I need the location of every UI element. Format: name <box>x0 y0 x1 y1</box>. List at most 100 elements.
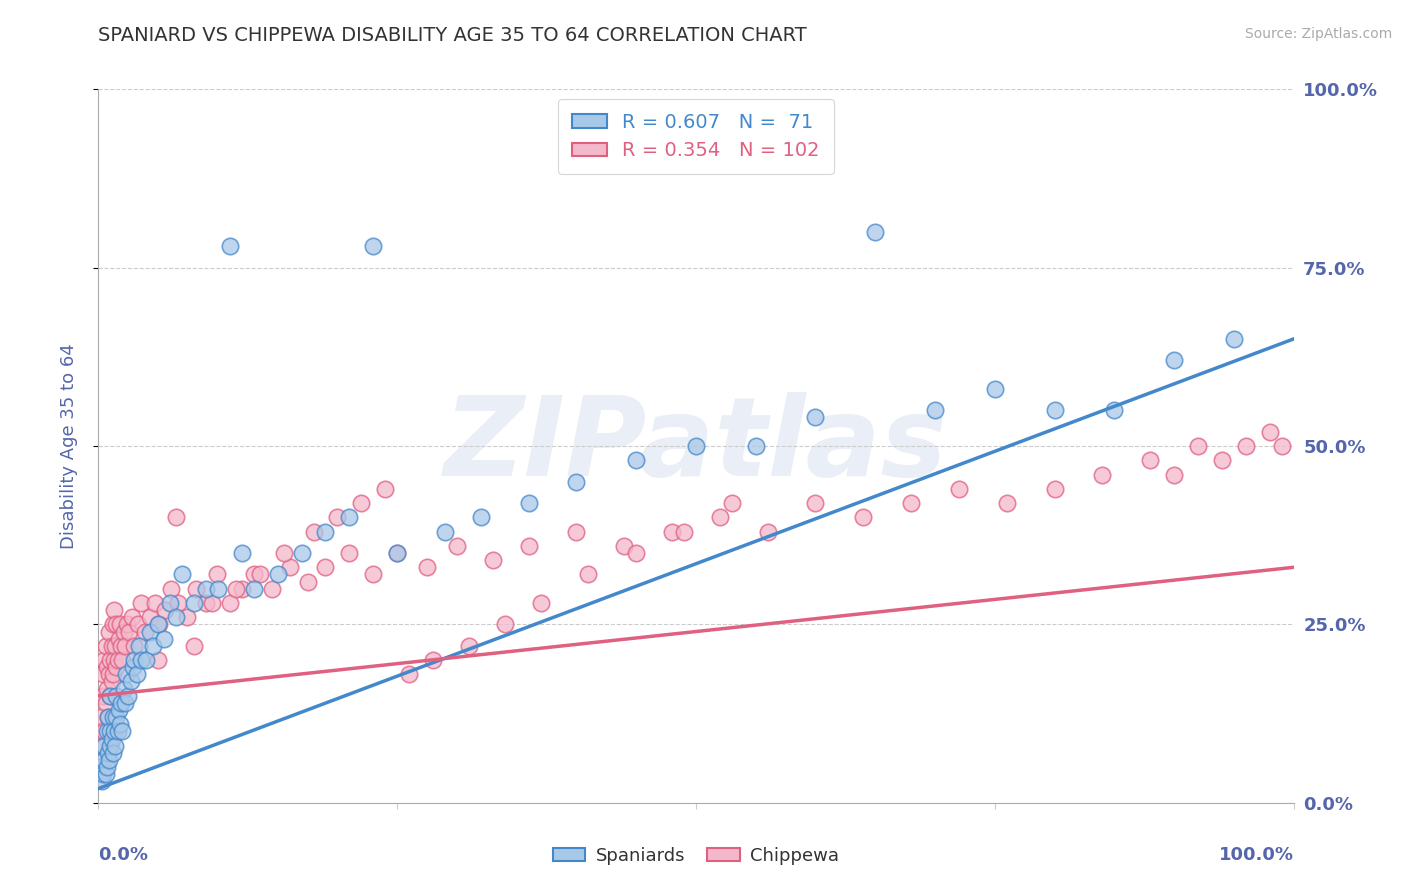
Point <box>98 689 122 703</box>
Point <box>756 524 779 539</box>
Point <box>278 560 301 574</box>
Point <box>148 617 170 632</box>
Point <box>114 696 136 710</box>
Point <box>131 653 153 667</box>
Point <box>302 524 325 539</box>
Point <box>243 582 266 596</box>
Point <box>153 632 176 646</box>
Point <box>107 724 129 739</box>
Point <box>101 746 124 760</box>
Point <box>120 674 142 689</box>
Point <box>613 539 636 553</box>
Point <box>114 639 136 653</box>
Point <box>1163 467 1185 482</box>
Text: Source: ZipAtlas.com: Source: ZipAtlas.com <box>1244 27 1392 41</box>
Point <box>1139 453 1161 467</box>
Point <box>673 524 696 539</box>
Point <box>108 717 131 731</box>
Point <box>219 239 242 253</box>
Point <box>1163 353 1185 368</box>
Point <box>97 710 120 724</box>
Point <box>103 653 125 667</box>
Point <box>458 639 481 653</box>
Point <box>94 639 117 653</box>
Point <box>721 496 744 510</box>
Point <box>1211 453 1233 467</box>
Point <box>1043 403 1066 417</box>
Point <box>626 546 648 560</box>
Point <box>225 582 247 596</box>
Point <box>107 703 129 717</box>
Point <box>91 774 114 789</box>
Point <box>91 689 114 703</box>
Text: 0.0%: 0.0% <box>98 846 149 863</box>
Point <box>105 689 128 703</box>
Point <box>90 760 112 774</box>
Point <box>112 681 135 696</box>
Point <box>363 239 385 253</box>
Point <box>98 667 121 681</box>
Point <box>115 667 138 681</box>
Point <box>219 596 242 610</box>
Point <box>97 746 120 760</box>
Point <box>804 410 827 425</box>
Point <box>90 710 112 724</box>
Point <box>100 731 122 746</box>
Point <box>124 653 146 667</box>
Point <box>297 574 319 589</box>
Point <box>249 567 271 582</box>
Text: ZIPatlas: ZIPatlas <box>444 392 948 500</box>
Point <box>91 767 114 781</box>
Point <box>1234 439 1257 453</box>
Point <box>416 560 439 574</box>
Point <box>155 603 177 617</box>
Point <box>96 660 118 674</box>
Point <box>267 567 290 582</box>
Point <box>115 617 138 632</box>
Point <box>135 653 157 667</box>
Point <box>481 553 505 567</box>
Point <box>142 639 165 653</box>
Point <box>98 739 122 753</box>
Point <box>374 482 396 496</box>
Point <box>924 403 946 417</box>
Point <box>165 510 187 524</box>
Point <box>104 739 127 753</box>
Point <box>98 724 122 739</box>
Point <box>122 660 145 674</box>
Point <box>186 582 208 596</box>
Point <box>231 546 253 560</box>
Point <box>339 546 360 560</box>
Point <box>108 617 131 632</box>
Point <box>948 482 970 496</box>
Point <box>207 582 229 596</box>
Point <box>103 603 125 617</box>
Point <box>91 739 114 753</box>
Point <box>172 567 194 582</box>
Point <box>134 624 156 639</box>
Point <box>100 674 122 689</box>
Text: SPANIARD VS CHIPPEWA DISABILITY AGE 35 TO 64 CORRELATION CHART: SPANIARD VS CHIPPEWA DISABILITY AGE 35 T… <box>98 26 807 45</box>
Point <box>260 582 283 596</box>
Point <box>107 653 129 667</box>
Point <box>661 524 683 539</box>
Point <box>194 596 218 610</box>
Point <box>1222 332 1246 346</box>
Point <box>127 617 149 632</box>
Point <box>231 582 253 596</box>
Point <box>517 496 540 510</box>
Point <box>183 639 205 653</box>
Point <box>315 560 337 574</box>
Point <box>98 753 121 767</box>
Point <box>97 710 120 724</box>
Point <box>1258 425 1281 439</box>
Point <box>565 524 588 539</box>
Point <box>852 510 875 524</box>
Point <box>125 667 148 681</box>
Point <box>100 639 122 653</box>
Point <box>385 546 409 560</box>
Point <box>110 639 132 653</box>
Point <box>398 667 420 681</box>
Point <box>709 510 731 524</box>
Point <box>96 760 118 774</box>
